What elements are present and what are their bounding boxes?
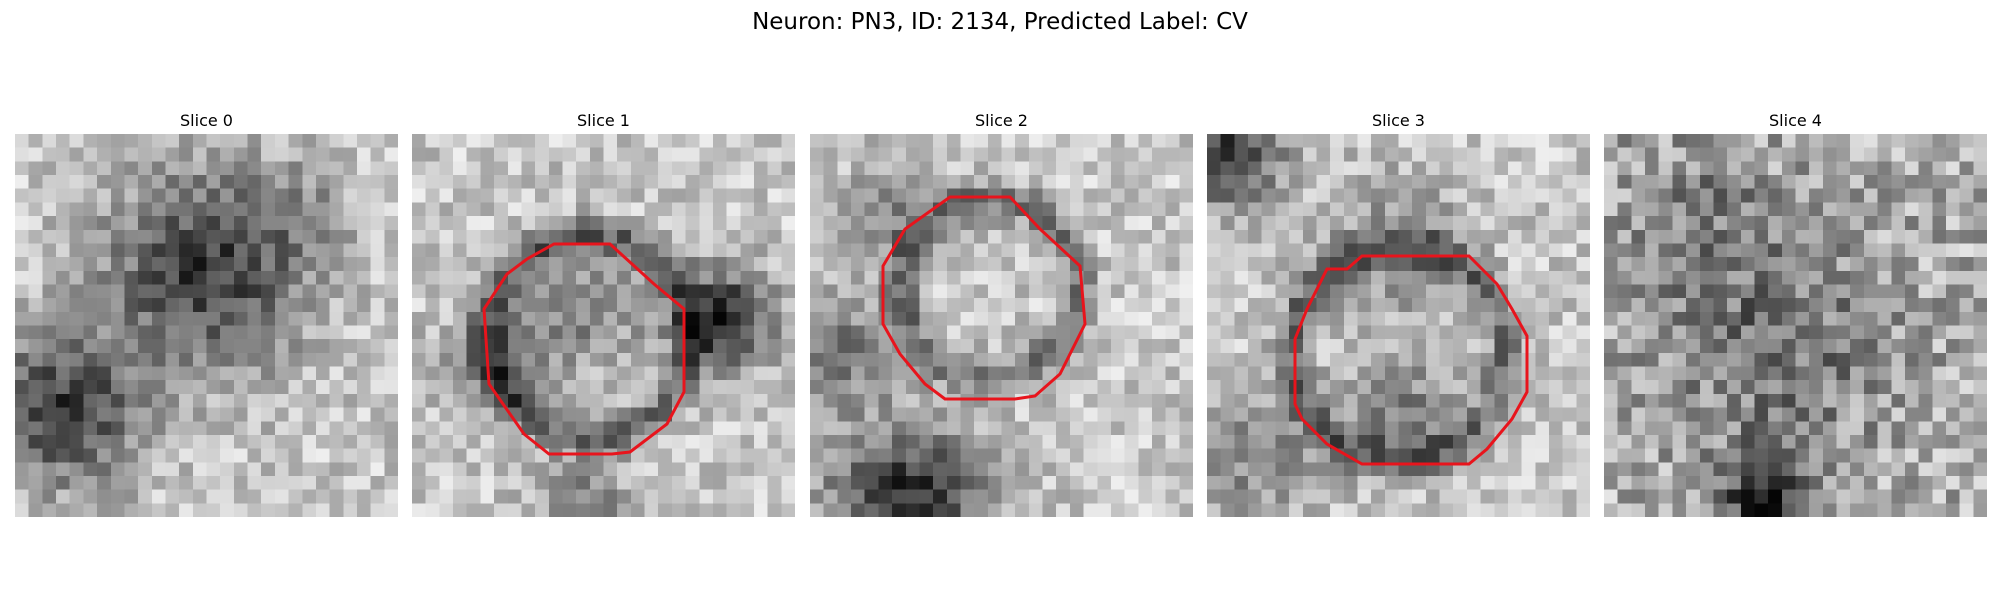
figure-title: Neuron: PN3, ID: 2134, Predicted Label: …: [752, 9, 1248, 35]
slice-title: Slice 1: [577, 111, 630, 130]
slice-panel-0: Slice 0: [15, 108, 398, 517]
slice-title: Slice 0: [180, 111, 233, 130]
slice-panel-4: Slice 4: [1604, 108, 1987, 517]
slice-image: [1207, 134, 1590, 517]
slice-panel-1: Slice 1: [412, 108, 795, 517]
slice-panel-2: Slice 2: [810, 108, 1193, 517]
slice-title: Slice 3: [1372, 111, 1425, 130]
slice-image: [412, 134, 795, 517]
slice-panel-3: Slice 3: [1207, 108, 1590, 517]
slice-title: Slice 4: [1769, 111, 1822, 130]
slice-image: [1604, 134, 1987, 517]
slice-title: Slice 2: [975, 111, 1028, 130]
slice-image: [810, 134, 1193, 517]
slice-image: [15, 134, 398, 517]
